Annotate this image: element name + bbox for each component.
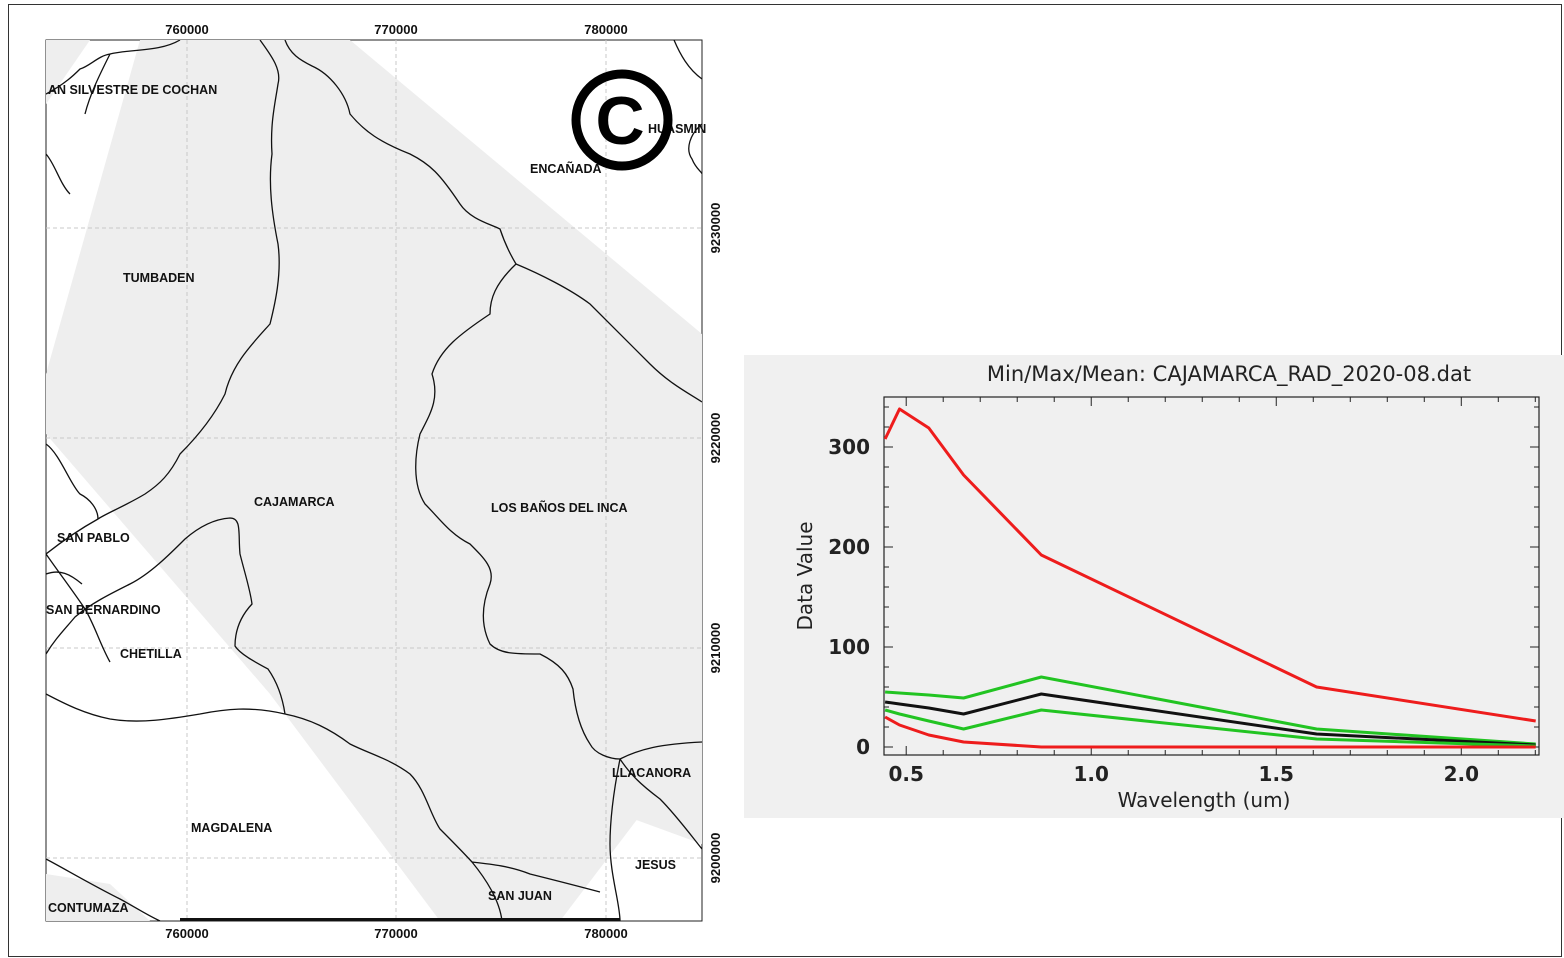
chart-title: Min/Max/Mean: CAJAMARCA_RAD_2020-08.dat bbox=[987, 362, 1471, 387]
y-coord-3: 9210000 bbox=[708, 623, 723, 674]
place-san-silvestre: AN SILVESTRE DE COCHAN bbox=[48, 83, 217, 97]
x-tick-label: 2.0 bbox=[1444, 762, 1479, 786]
map-grid bbox=[46, 40, 702, 921]
footprint-corner-bottom bbox=[46, 874, 150, 921]
series-line-2 bbox=[884, 675, 1536, 746]
chart-svg: Min/Max/Mean: CAJAMARCA_RAD_2020-08.dat … bbox=[793, 362, 1540, 812]
y-coord-4: 9200000 bbox=[708, 833, 723, 884]
place-llacanora: LLACANORA bbox=[612, 766, 691, 780]
x-coord-bottom-2: 770000 bbox=[374, 926, 417, 941]
series-line-4 bbox=[884, 708, 1536, 748]
copyright-icon: C bbox=[571, 69, 673, 171]
y-tick-label: 300 bbox=[828, 435, 870, 459]
place-san-bernardino: SAN BERNARDINO bbox=[46, 603, 161, 617]
series-line-3 bbox=[884, 692, 1536, 747]
svg-text:C: C bbox=[595, 83, 644, 159]
place-magdalena: MAGDALENA bbox=[191, 821, 272, 835]
y-coord-2: 9220000 bbox=[708, 413, 723, 464]
x-coord-top-1: 760000 bbox=[165, 22, 208, 37]
district-boundaries bbox=[46, 40, 702, 921]
x-tick-label: 1.5 bbox=[1259, 762, 1294, 786]
footprint-edge-right bbox=[620, 714, 702, 844]
x-tick-label: 1.0 bbox=[1074, 762, 1109, 786]
series-layer bbox=[883, 407, 1536, 749]
x-coord-top-2: 770000 bbox=[374, 22, 417, 37]
place-contumaza: CONTUMAZA bbox=[48, 901, 129, 915]
x-coord-bottom-1: 760000 bbox=[165, 926, 208, 941]
place-los-banos-del-inca: LOS BAÑOS DEL INCA bbox=[491, 500, 628, 515]
bottom-band bbox=[180, 918, 620, 921]
map-svg: 760000 770000 780000 760000 770000 78000… bbox=[45, 22, 723, 941]
map-panel: 760000 770000 780000 760000 770000 78000… bbox=[20, 14, 738, 948]
x-coord-bottom-3: 780000 bbox=[584, 926, 627, 941]
place-jesus: JESUS bbox=[635, 858, 676, 872]
plot-frame bbox=[883, 396, 1540, 756]
place-tumbaden: TUMBADEN bbox=[123, 271, 195, 285]
axis-ticks bbox=[884, 397, 1539, 755]
place-san-juan: SAN JUAN bbox=[488, 889, 552, 903]
y-coord-1: 9230000 bbox=[708, 203, 723, 254]
y-tick-label: 100 bbox=[828, 635, 870, 659]
place-huasmin: HUASMIN bbox=[648, 122, 706, 136]
image-footprint bbox=[46, 40, 702, 921]
spectral-chart: Min/Max/Mean: CAJAMARCA_RAD_2020-08.dat … bbox=[744, 355, 1564, 818]
y-tick-label: 200 bbox=[828, 535, 870, 559]
x-tick-label: 0.5 bbox=[888, 762, 923, 786]
place-encanada: ENCAÑADA bbox=[530, 161, 602, 176]
series-line-1 bbox=[883, 407, 1536, 723]
y-axis-title: Data Value bbox=[793, 521, 817, 630]
x-axis-title: Wavelength (um) bbox=[1118, 788, 1291, 812]
series-line-5 bbox=[884, 715, 1536, 749]
place-san-pablo: SAN PABLO bbox=[57, 531, 130, 545]
x-coord-top-3: 780000 bbox=[584, 22, 627, 37]
y-tick-label: 0 bbox=[856, 735, 870, 759]
place-cajamarca: CAJAMARCA bbox=[254, 495, 335, 509]
place-chetilla: CHETILLA bbox=[120, 647, 182, 661]
tick-labels: 0.5 1.0 1.5 2.0 0 100 200 300 bbox=[828, 435, 1479, 786]
